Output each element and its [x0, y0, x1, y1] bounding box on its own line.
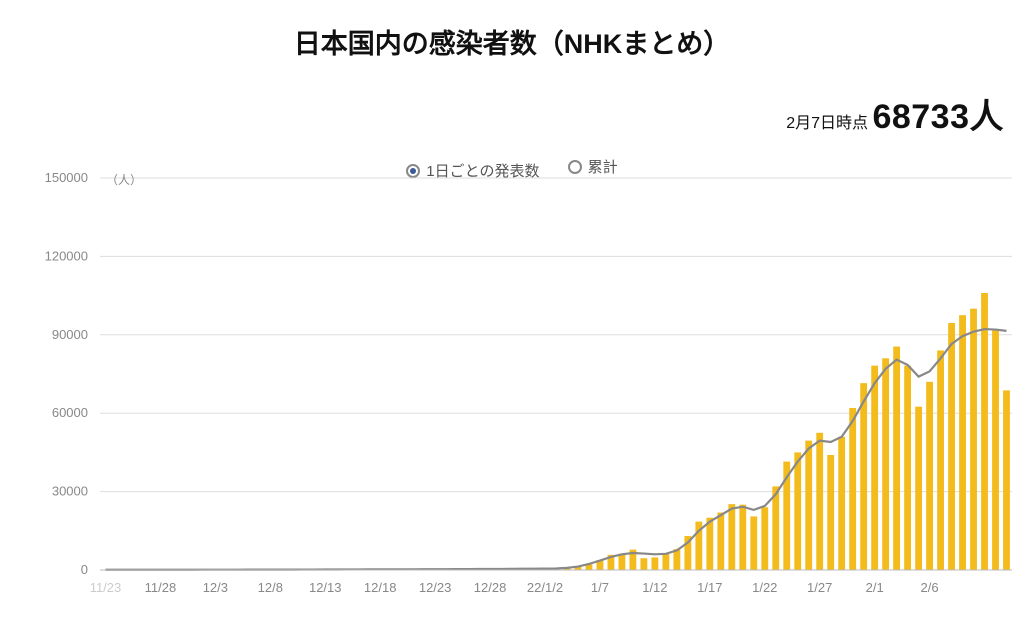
- bar: [893, 347, 900, 570]
- x-tick-label: 11/28: [145, 580, 177, 595]
- total-unit: 人: [970, 98, 1005, 136]
- bar: [739, 505, 746, 570]
- x-tick-label: 12/23: [419, 580, 452, 595]
- y-tick-label: 0: [81, 562, 88, 577]
- bar: [937, 350, 944, 570]
- x-tick-label: 12/18: [364, 580, 397, 595]
- chart-svg: 0 30000 60000 90000 120000 150000 （人） 11/23 11/2…: [0, 170, 1024, 610]
- bar: [860, 383, 867, 570]
- x-tick-label: 11/23: [90, 580, 122, 595]
- page-title: 日本国内の感染者数（NHKまとめ）: [0, 0, 1024, 61]
- bar: [981, 293, 988, 570]
- bar: [992, 330, 999, 570]
- bar: [1003, 390, 1010, 570]
- total-value: 68733: [872, 98, 969, 136]
- bar: [827, 455, 834, 570]
- y-tick-label: 30000: [52, 484, 88, 499]
- bar: [816, 433, 823, 570]
- subtitle-row: 2月7日時点 68733人: [0, 89, 1024, 138]
- bar: [926, 382, 933, 570]
- x-tick-label: 2/1: [866, 580, 884, 595]
- y-unit-label: （人）: [106, 173, 142, 187]
- bar: [871, 366, 878, 570]
- as-of-date: 2月7日時点: [786, 115, 868, 132]
- bar: [641, 558, 648, 570]
- x-tick-label: 1/22: [752, 580, 777, 595]
- bar: [651, 557, 658, 570]
- bar: [706, 518, 713, 570]
- bar: [948, 323, 955, 570]
- x-tick-label: 1/7: [591, 580, 609, 595]
- x-tick-label: 1/17: [697, 580, 722, 595]
- bar: [728, 504, 735, 570]
- bar: [772, 486, 779, 570]
- bar: [750, 516, 757, 570]
- bar: [849, 408, 856, 570]
- bar: [838, 437, 845, 570]
- bar: [882, 358, 889, 570]
- bar: [761, 507, 768, 570]
- bar: [915, 407, 922, 570]
- bar: [619, 554, 626, 570]
- x-tick-label: 2/6: [921, 580, 939, 595]
- x-tick-label: 12/13: [309, 580, 342, 595]
- y-tick-label: 90000: [52, 327, 88, 342]
- x-tick-label: 12/8: [258, 580, 283, 595]
- bar: [970, 309, 977, 570]
- x-tick-label: 22/1/2: [527, 580, 563, 595]
- chart-area: 0 30000 60000 90000 120000 150000 （人） 11/23 11/2…: [0, 170, 1024, 625]
- bar: [904, 366, 911, 570]
- y-tick-label: 120000: [45, 248, 88, 263]
- bar: [794, 452, 801, 570]
- bar: [805, 441, 812, 570]
- x-tick-label: 12/28: [474, 580, 507, 595]
- x-tick-label: 1/27: [807, 580, 832, 595]
- x-tick-label: 12/3: [203, 580, 228, 595]
- y-tick-label: 60000: [52, 405, 88, 420]
- y-tick-label: 150000: [45, 170, 88, 185]
- bar: [717, 513, 724, 570]
- x-tick-label: 1/12: [642, 580, 667, 595]
- bar: [959, 315, 966, 570]
- bar: [662, 554, 669, 570]
